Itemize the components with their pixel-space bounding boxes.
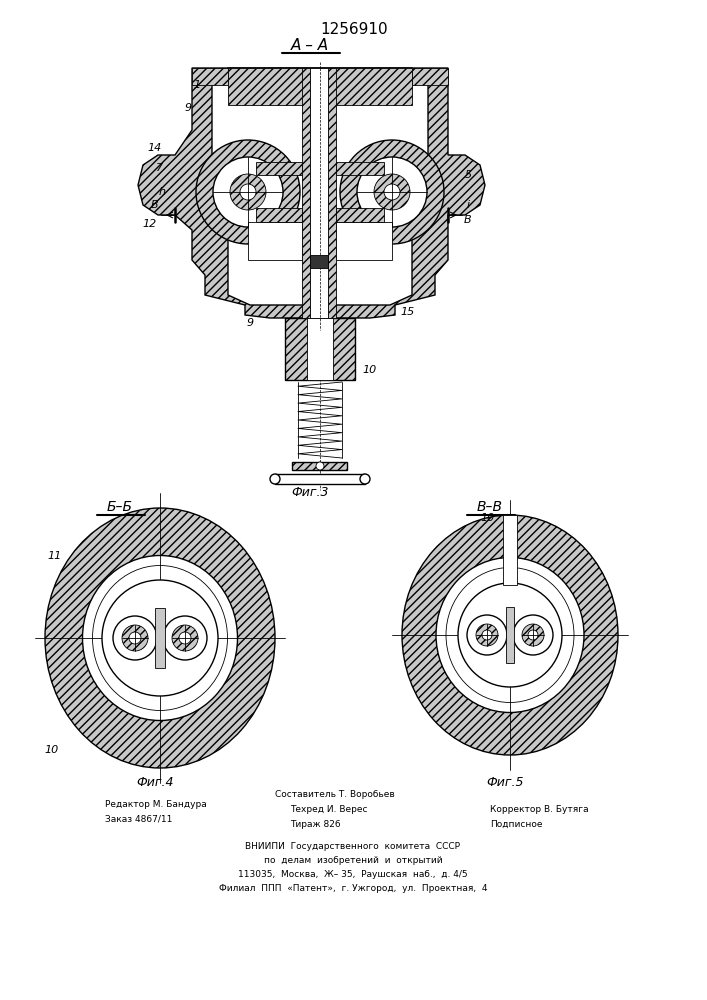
Text: Фиг.3: Фиг.3 bbox=[291, 487, 329, 499]
Circle shape bbox=[102, 580, 218, 696]
Text: 5: 5 bbox=[464, 170, 472, 180]
Ellipse shape bbox=[83, 556, 238, 720]
Polygon shape bbox=[328, 68, 336, 318]
Circle shape bbox=[458, 583, 562, 687]
Circle shape bbox=[482, 630, 492, 640]
Text: по  делам  изобретений  и  открытий: по делам изобретений и открытий bbox=[264, 856, 443, 865]
Polygon shape bbox=[302, 68, 310, 318]
Ellipse shape bbox=[45, 508, 275, 768]
Circle shape bbox=[230, 174, 266, 210]
Text: Редактор М. Бандура: Редактор М. Бандура bbox=[105, 800, 206, 809]
Polygon shape bbox=[248, 222, 302, 260]
Text: Б–Б: Б–Б bbox=[107, 500, 133, 514]
Polygon shape bbox=[336, 162, 384, 175]
Circle shape bbox=[240, 184, 256, 200]
Polygon shape bbox=[138, 68, 485, 318]
Text: 1: 1 bbox=[194, 80, 201, 90]
Circle shape bbox=[129, 632, 141, 644]
Text: 14: 14 bbox=[148, 143, 162, 153]
Text: Корректор В. Бутяга: Корректор В. Бутяга bbox=[490, 805, 589, 814]
Circle shape bbox=[357, 157, 427, 227]
Circle shape bbox=[213, 157, 283, 227]
Circle shape bbox=[384, 184, 400, 200]
Polygon shape bbox=[412, 68, 448, 85]
Text: 10: 10 bbox=[45, 745, 59, 755]
Circle shape bbox=[513, 615, 553, 655]
Circle shape bbox=[340, 140, 444, 244]
Circle shape bbox=[528, 630, 538, 640]
Text: Тираж 826: Тираж 826 bbox=[290, 820, 341, 829]
Text: 7: 7 bbox=[156, 163, 163, 173]
Text: i: i bbox=[467, 200, 469, 210]
Text: 10: 10 bbox=[481, 513, 495, 523]
Text: 9: 9 bbox=[247, 318, 254, 328]
Circle shape bbox=[476, 624, 498, 646]
Text: 12: 12 bbox=[143, 219, 157, 229]
Text: h: h bbox=[158, 187, 165, 197]
Polygon shape bbox=[228, 68, 412, 105]
Circle shape bbox=[122, 625, 148, 651]
Polygon shape bbox=[503, 515, 517, 585]
Text: В–В: В–В bbox=[477, 500, 503, 514]
Circle shape bbox=[467, 615, 507, 655]
Text: B: B bbox=[151, 200, 159, 210]
Polygon shape bbox=[256, 208, 302, 222]
Text: 15: 15 bbox=[401, 307, 415, 317]
Circle shape bbox=[316, 462, 324, 470]
Text: 9: 9 bbox=[185, 103, 192, 113]
Text: Заказ 4867/11: Заказ 4867/11 bbox=[105, 815, 173, 824]
Polygon shape bbox=[506, 607, 514, 663]
Circle shape bbox=[163, 616, 207, 660]
Polygon shape bbox=[212, 68, 428, 305]
Circle shape bbox=[360, 474, 370, 484]
Text: 11: 11 bbox=[48, 551, 62, 561]
Ellipse shape bbox=[446, 568, 574, 702]
Text: Фиг.5: Фиг.5 bbox=[486, 776, 524, 788]
Circle shape bbox=[113, 616, 157, 660]
Circle shape bbox=[179, 632, 191, 644]
Circle shape bbox=[172, 625, 198, 651]
Text: Фиг.4: Фиг.4 bbox=[136, 776, 174, 788]
Ellipse shape bbox=[436, 558, 584, 712]
Text: ВНИИПИ  Государственного  комитета  СССР: ВНИИПИ Государственного комитета СССР bbox=[245, 842, 460, 851]
Text: Составитель Т. Воробьев: Составитель Т. Воробьев bbox=[275, 790, 395, 799]
Polygon shape bbox=[336, 208, 384, 222]
Circle shape bbox=[522, 624, 544, 646]
Circle shape bbox=[374, 174, 410, 210]
Polygon shape bbox=[275, 474, 365, 484]
Polygon shape bbox=[293, 462, 348, 470]
Polygon shape bbox=[192, 68, 228, 85]
Polygon shape bbox=[155, 608, 165, 668]
Polygon shape bbox=[310, 68, 328, 318]
Circle shape bbox=[270, 474, 280, 484]
Polygon shape bbox=[336, 222, 392, 260]
Text: Филиал  ППП  «Патент»,  г. Ужгород,  ул.  Проектная,  4: Филиал ППП «Патент», г. Ужгород, ул. Про… bbox=[218, 884, 487, 893]
Text: 113035,  Москва,  Ж– 35,  Раушская  наб.,  д. 4/5: 113035, Москва, Ж– 35, Раушская наб., д.… bbox=[238, 870, 468, 879]
Text: B: B bbox=[464, 215, 472, 225]
Ellipse shape bbox=[93, 566, 228, 710]
Text: 1256910: 1256910 bbox=[320, 22, 388, 37]
Text: Техред И. Верес: Техред И. Верес bbox=[290, 805, 368, 814]
Polygon shape bbox=[285, 318, 355, 380]
Circle shape bbox=[196, 140, 300, 244]
Ellipse shape bbox=[402, 515, 618, 755]
Text: A – A: A – A bbox=[291, 38, 329, 53]
Text: Подписное: Подписное bbox=[490, 820, 542, 829]
Polygon shape bbox=[256, 162, 302, 175]
Polygon shape bbox=[310, 255, 328, 268]
Text: 10: 10 bbox=[363, 365, 377, 375]
Polygon shape bbox=[307, 318, 333, 380]
